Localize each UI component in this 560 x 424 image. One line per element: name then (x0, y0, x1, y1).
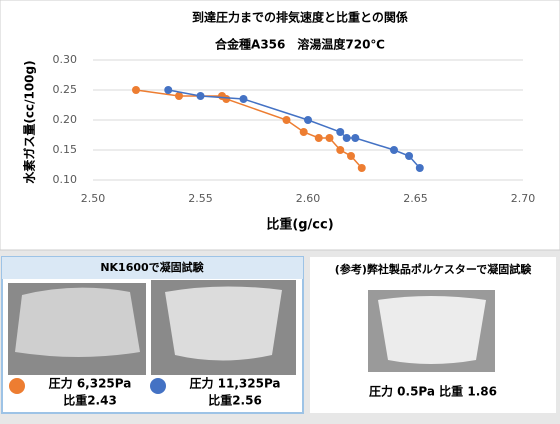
caption: 比重2.56 (208, 393, 262, 408)
chart-subtitle: 合金種A356 溶湯温度720℃ (215, 37, 385, 52)
panel-title: (参考)弊社製品ポルケスターで凝固試験 (335, 262, 532, 276)
y-tick-label: 0.10 (53, 173, 78, 186)
y-tick-label: 0.30 (53, 53, 78, 66)
point (342, 134, 351, 142)
caption: 圧力 6,325Pa (49, 376, 132, 391)
point (351, 134, 360, 142)
x-tick-label: 2.55 (188, 192, 213, 205)
legend-marker (9, 378, 25, 394)
y-tick-label: 0.15 (53, 143, 78, 156)
trend-line (168, 89, 421, 169)
point (222, 95, 231, 103)
x-axis-label: 比重(g/cc) (266, 217, 333, 233)
sample (165, 286, 282, 361)
point (164, 86, 173, 94)
point (299, 128, 308, 136)
chart-area (0, 0, 560, 251)
caption: 圧力 11,325Pa (189, 376, 280, 391)
point (357, 164, 366, 172)
point (175, 92, 183, 100)
sample (15, 287, 140, 357)
y-axis-label: 水素ガス量(cc/100g) (22, 60, 37, 183)
point (336, 146, 345, 154)
point (314, 134, 323, 142)
point (196, 92, 205, 100)
x-tick-label: 2.50 (81, 192, 106, 205)
point (282, 116, 291, 124)
point (239, 95, 248, 103)
x-tick-label: 2.60 (296, 192, 321, 205)
point (325, 134, 334, 142)
left-panel-header (2, 257, 303, 279)
point (304, 116, 312, 124)
caption: 比重2.43 (63, 393, 117, 408)
x-tick-label: 2.70 (511, 192, 536, 205)
point (347, 152, 355, 160)
x-tick-label: 2.65 (403, 192, 428, 205)
point (390, 146, 398, 154)
panel-title: NK1600で凝固試験 (100, 260, 204, 274)
legend-marker (150, 378, 166, 394)
point (336, 128, 345, 136)
sample (378, 296, 486, 364)
caption: 圧力 0.5Pa 比重 1.86 (369, 384, 497, 399)
y-tick-label: 0.25 (53, 83, 78, 96)
point (415, 164, 424, 172)
y-tick-label: 0.20 (53, 113, 78, 126)
point (132, 86, 140, 94)
chart-title: 到達圧力までの排気速度と比重との関係 (192, 10, 408, 25)
point (405, 152, 414, 160)
